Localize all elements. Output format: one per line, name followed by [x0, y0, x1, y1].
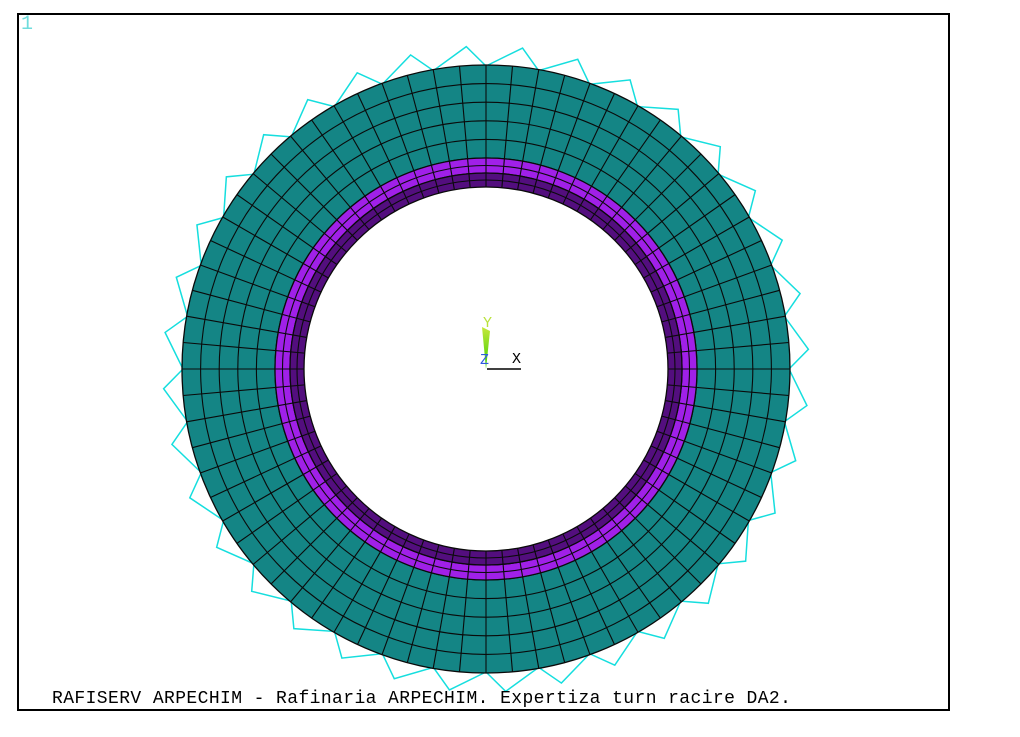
mesh-radial-line	[381, 539, 425, 655]
mesh-radial-line	[270, 153, 358, 241]
mesh-radial-line	[186, 315, 307, 338]
triad-x-label: X	[512, 351, 521, 368]
mesh-radial-line	[625, 173, 720, 253]
mesh-radial-line	[656, 430, 772, 474]
mesh-radial-line	[562, 533, 615, 645]
mesh-radial-line	[186, 400, 307, 423]
mesh-radial-line	[252, 485, 347, 565]
mesh-radial-line	[665, 400, 786, 423]
mesh-radial-line	[210, 445, 322, 498]
mesh-radial-line	[406, 544, 440, 663]
mesh-radial-line	[532, 75, 566, 194]
mesh-radial-line	[650, 240, 762, 293]
mesh-radial-line	[200, 264, 316, 308]
plot-title-caption: RAFISERV ARPECHIM - Rafinaria ARPECHIM. …	[52, 689, 792, 709]
mesh-radial-line	[517, 69, 540, 190]
mesh-radial-line	[311, 119, 383, 221]
mesh-radial-line	[634, 194, 736, 266]
mesh-radial-line	[192, 415, 311, 449]
mesh-radial-line	[210, 240, 322, 293]
triad-y-arrow-icon	[482, 327, 490, 369]
mesh-radial-line	[183, 341, 305, 354]
mesh-radial-line	[602, 135, 682, 230]
mesh-radial-line	[183, 384, 305, 397]
mesh-radial-line	[222, 459, 329, 522]
mesh-radial-line	[333, 526, 396, 633]
mesh-radial-line	[270, 497, 358, 585]
mesh-radial-line	[576, 526, 639, 633]
mesh-radial-line	[589, 119, 661, 221]
mesh-radial-line	[665, 315, 786, 338]
mesh-radial-line	[381, 83, 425, 199]
triad-y-label: Y	[483, 315, 492, 332]
mesh-radial-line	[602, 508, 682, 603]
mesh-radial-line	[333, 105, 396, 212]
mesh-radial-line	[501, 66, 514, 188]
mesh-radial-line	[200, 430, 316, 474]
mesh-radial-line	[661, 289, 780, 323]
mesh-radial-line	[547, 539, 591, 655]
mesh-radial-line	[501, 550, 514, 672]
mesh-radial-line	[290, 508, 370, 603]
mesh-radial-line	[614, 153, 702, 241]
mesh-radial-line	[432, 69, 455, 190]
mesh-radial-line	[406, 75, 440, 194]
mesh-radial-line	[667, 384, 789, 397]
mesh-radial-line	[661, 415, 780, 449]
mesh-radial-line	[357, 93, 410, 205]
mesh-radial-line	[656, 264, 772, 308]
mesh-radial-line	[589, 517, 661, 619]
mesh-radial-line	[643, 216, 750, 279]
mesh-radial-line	[458, 66, 471, 188]
mesh-radial-line	[634, 472, 736, 544]
mesh-radial-line	[236, 472, 338, 544]
triad-z-label: Z	[480, 352, 489, 369]
mesh-radial-line	[290, 135, 370, 230]
mesh-radial-line	[192, 289, 311, 323]
window-number-label: 1	[21, 13, 34, 36]
mesh-radial-line	[614, 497, 702, 585]
mesh-radial-line	[222, 216, 329, 279]
mesh-radial-line	[667, 341, 789, 354]
mesh-radial-line	[236, 194, 338, 266]
mesh-radial-line	[458, 550, 471, 672]
mesh-radial-line	[643, 459, 750, 522]
mesh-radial-line	[432, 548, 455, 669]
mesh-radial-line	[311, 517, 383, 619]
mesh-radial-line	[576, 105, 639, 212]
mesh-radial-line	[357, 533, 410, 645]
mesh-radial-line	[562, 93, 615, 205]
mesh-radial-line	[532, 544, 566, 663]
mesh-radial-line	[517, 548, 540, 669]
mesh-radial-line	[650, 445, 762, 498]
mesh-radial-line	[625, 485, 720, 565]
mesh-radial-line	[252, 173, 347, 253]
mesh-radial-line	[547, 83, 591, 199]
